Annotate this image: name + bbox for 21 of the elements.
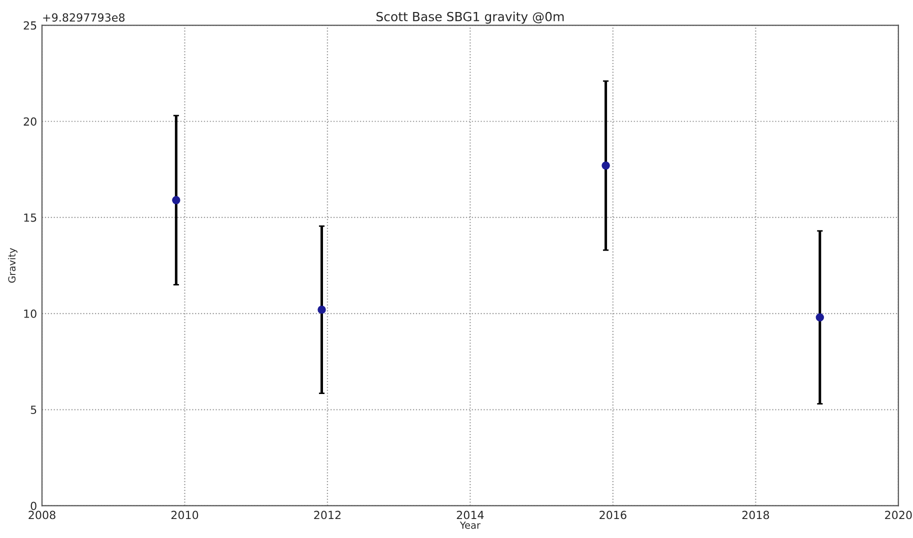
x-axis-title: Year (460, 522, 480, 529)
point (816, 313, 824, 322)
x-tick-label: 2016 (600, 510, 626, 520)
chart-title: Scott Base SBG1 gravity @0m (376, 12, 564, 24)
x-tick-label: 2018 (742, 510, 770, 520)
x-tick-label: 2012 (314, 510, 340, 520)
point (602, 161, 610, 170)
text: +9.8297793e8 (43, 13, 125, 22)
y-tick-label: 10 (24, 310, 36, 318)
x-tick-label: 2008 (28, 510, 56, 520)
x-tick-label: 2010 (171, 510, 198, 520)
y-tick-label: 5 (30, 406, 36, 414)
point (318, 306, 326, 314)
y-tick-label: 25 (24, 21, 36, 30)
x-tick-label: 2014 (456, 510, 484, 520)
y-tick-label: 20 (24, 117, 36, 126)
y-axis-title: Gravity (8, 248, 18, 283)
y-tick-label: 0 (30, 502, 36, 510)
point (172, 196, 180, 204)
x-tick-label: 2020 (885, 510, 912, 520)
y-tick-label: 15 (24, 214, 36, 222)
